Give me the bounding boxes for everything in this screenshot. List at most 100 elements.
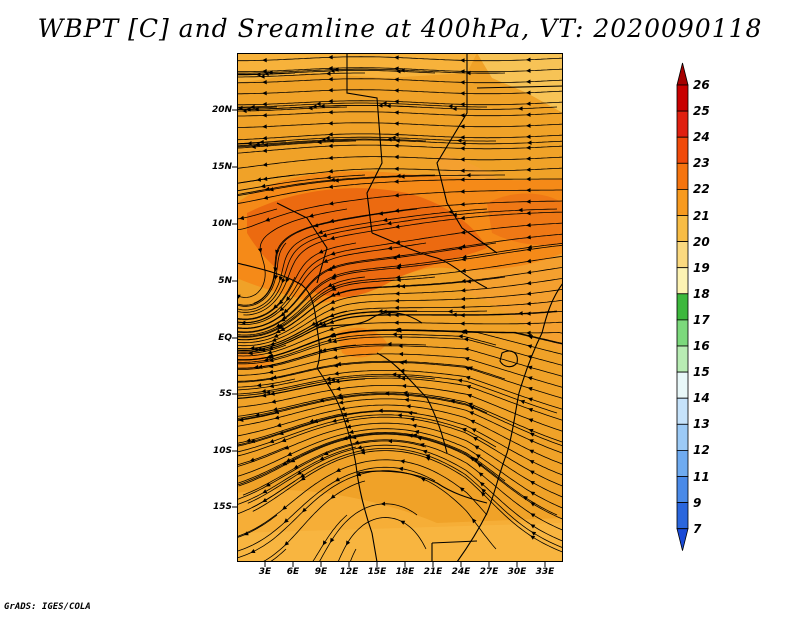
streamline-arrow xyxy=(469,456,475,462)
streamline-arrow xyxy=(280,311,286,317)
streamline-arrow xyxy=(396,327,401,333)
streamline-arrow xyxy=(278,430,284,436)
wbpt-20-northeast xyxy=(477,53,563,113)
streamline-arrow xyxy=(530,513,536,518)
streamline-arrow xyxy=(276,422,282,428)
streamline-arrow xyxy=(249,345,255,351)
map-title: WBPT [C] and Sreamline at 400hPa, VT: 20… xyxy=(37,14,763,43)
streamline-arrow xyxy=(250,549,256,553)
streamline-arrow xyxy=(273,333,279,338)
streamline-arrow xyxy=(328,55,333,60)
streamline xyxy=(237,514,278,539)
streamline xyxy=(237,378,366,400)
streamline-arrow xyxy=(283,308,289,314)
streamline-arrow xyxy=(325,135,330,141)
streamline-arrow xyxy=(467,402,473,407)
streamline-arrow xyxy=(271,375,277,380)
streamline-arrow xyxy=(331,418,337,423)
streamline-arrow xyxy=(262,136,267,141)
colorbar-bottom-arrow xyxy=(676,528,689,551)
colorbar-swatch xyxy=(676,319,689,347)
streamline-arrow xyxy=(466,385,472,390)
colorbar-label: 16 xyxy=(693,339,710,353)
streamline-arrow xyxy=(461,278,466,284)
streamline-arrow xyxy=(261,393,267,398)
streamline-arrow xyxy=(394,66,399,71)
colorbar-swatch xyxy=(676,162,689,190)
streamline-arrow xyxy=(357,445,362,450)
streamline-arrow xyxy=(246,438,251,443)
streamline xyxy=(237,310,488,352)
streamline-arrow xyxy=(282,315,287,320)
streamline xyxy=(237,233,563,329)
colorbar-label: 20 xyxy=(693,234,710,249)
streamline-arrow xyxy=(268,70,273,75)
streamline-arrow xyxy=(396,277,401,282)
streamline-arrow xyxy=(450,399,456,404)
streamline-arrow xyxy=(472,436,478,441)
streamline xyxy=(237,277,563,344)
streamline-arrow xyxy=(467,366,473,371)
streamline-arrow xyxy=(317,140,322,145)
streamline-arrow xyxy=(322,540,328,546)
streamline-arrow xyxy=(330,275,336,280)
streamline-arrow xyxy=(527,376,533,381)
streamline-arrow xyxy=(528,428,534,433)
streamline-arrow xyxy=(250,438,256,443)
streamline xyxy=(237,446,357,506)
streamline-arrow xyxy=(414,429,420,435)
streamline-arrow xyxy=(527,244,532,250)
colorbar-swatch xyxy=(676,423,689,451)
streamline-arrow xyxy=(262,176,268,181)
streamline-arrow xyxy=(268,353,274,359)
streamline-arrow xyxy=(282,505,288,510)
streamline-arrow xyxy=(402,359,407,364)
streamline-arrow xyxy=(469,411,474,416)
streamline-arrow xyxy=(253,347,258,352)
streamline-arrow xyxy=(408,433,413,438)
streamline-arrow xyxy=(247,141,252,146)
streamline-arrow xyxy=(394,166,399,171)
colorbar-label: 25 xyxy=(693,104,710,119)
streamline-arrow xyxy=(518,106,523,111)
streamline-arrow xyxy=(527,386,533,392)
map-border xyxy=(237,53,563,562)
streamline-arrow xyxy=(526,123,531,128)
streamline-arrow xyxy=(331,286,337,291)
colorbar-label: 22 xyxy=(693,182,710,197)
streamline-arrow xyxy=(400,520,406,525)
streamline-arrow xyxy=(328,201,334,206)
streamline-arrow xyxy=(394,312,399,318)
streamline-arrow xyxy=(378,309,383,314)
streamline-arrow xyxy=(396,263,402,268)
streamline-arrow xyxy=(268,363,274,369)
streamline-arrow xyxy=(460,102,465,107)
streamline-arrow xyxy=(530,502,536,507)
streamline-arrow xyxy=(387,246,393,251)
streamline-arrow xyxy=(300,473,306,478)
streamline-arrow xyxy=(460,69,465,74)
streamline-arrow xyxy=(460,135,465,140)
streamline-arrow xyxy=(425,454,431,459)
streamline-arrow xyxy=(316,101,321,107)
streamline-arrow xyxy=(526,90,531,95)
streamline-arrow xyxy=(311,321,317,326)
streamline-arrow xyxy=(272,407,278,412)
streamline-arrow xyxy=(382,101,387,106)
streamline-arrow xyxy=(530,491,536,496)
streamline-arrow xyxy=(256,383,262,388)
colorbar-swatch xyxy=(676,110,689,138)
streamline-arrow xyxy=(328,132,333,137)
streamline-arrow xyxy=(326,337,332,343)
streamline-arrow xyxy=(264,186,270,191)
streamline xyxy=(237,310,348,350)
streamline-arrow xyxy=(394,55,399,60)
streamline xyxy=(237,174,366,192)
streamline-arrow xyxy=(262,58,267,63)
streamline-arrow xyxy=(284,445,290,450)
streamline-arrow xyxy=(528,439,534,444)
streamline xyxy=(237,276,366,336)
streamline-arrow xyxy=(395,240,400,245)
streamline xyxy=(237,394,563,447)
streamline xyxy=(237,144,563,154)
